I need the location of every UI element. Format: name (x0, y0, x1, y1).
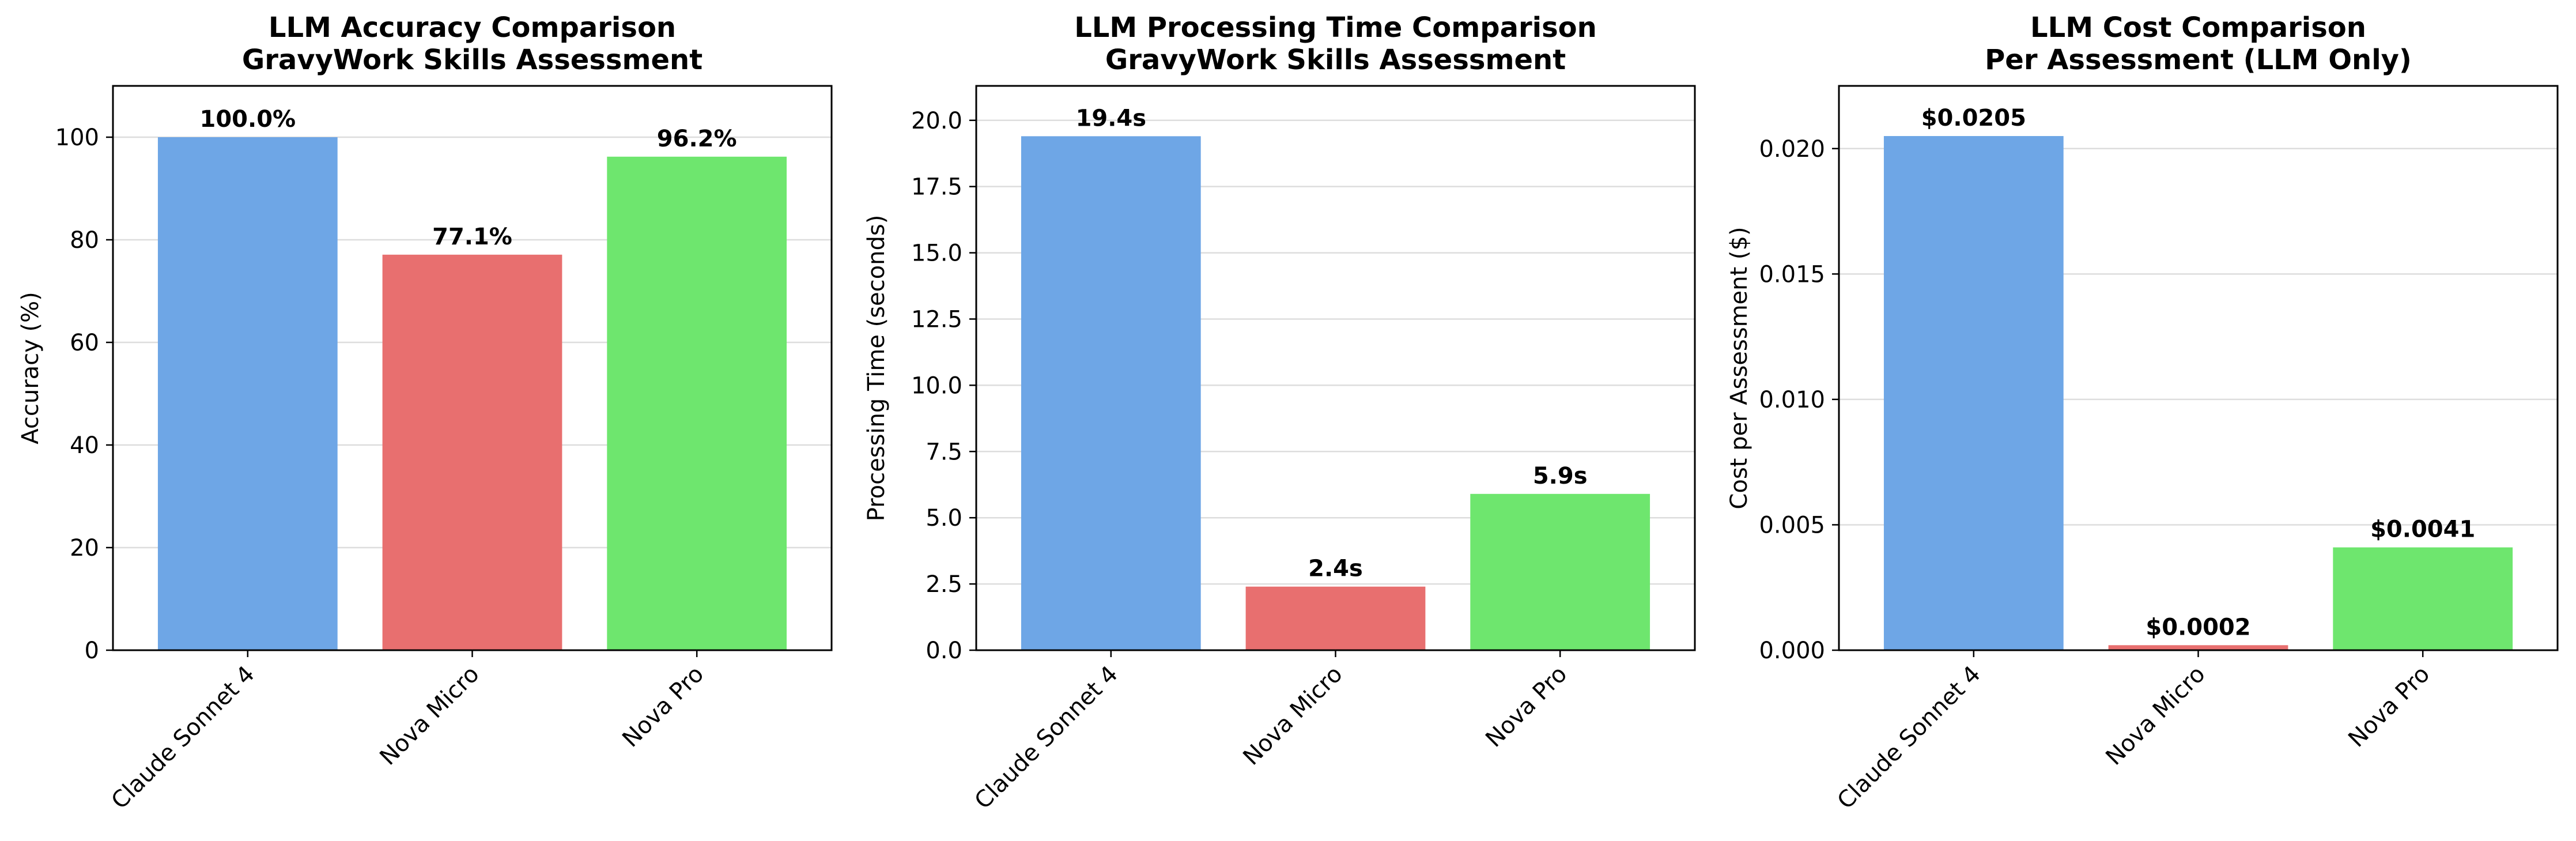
y-tick-label: 12.5 (911, 306, 962, 333)
y-tick-label: 0.010 (1759, 387, 1825, 413)
chart-title: GravyWork Skills Assessment (1105, 44, 1566, 76)
bar-1 (157, 137, 338, 650)
x-tick-label: Nova Pro (617, 661, 709, 753)
bar-2 (1245, 586, 1426, 650)
y-tick-label: 7.5 (926, 439, 962, 465)
y-axis-label: Processing Time (seconds) (863, 215, 890, 522)
data-label: 5.9s (1533, 463, 1588, 489)
data-label: $0.0041 (2370, 516, 2475, 543)
y-tick-label: 100 (55, 125, 99, 151)
data-label: $0.0205 (1921, 105, 2026, 131)
plot-frame (975, 85, 1696, 651)
x-tick-label: Nova Micro (1238, 661, 1347, 771)
y-tick-label: 0.000 (1759, 638, 1825, 664)
chart-title: LLM Processing Time Comparison (1074, 12, 1597, 44)
x-tick-label: Nova Pro (1480, 661, 1572, 753)
y-tick-label: 2.5 (926, 571, 962, 598)
x-tick-label: Claude Sonnet 4 (1833, 661, 1986, 814)
y-tick-label: 10.0 (911, 372, 962, 399)
data-label: 2.4s (1308, 556, 1363, 582)
data-label: 100.0% (200, 106, 296, 133)
plot-frame (1838, 85, 2559, 651)
bar-1 (1021, 136, 1201, 651)
data-label: 96.2% (657, 126, 737, 152)
chart-title: LLM Cost Comparison (2030, 12, 2366, 44)
data-label: $0.0002 (2146, 614, 2250, 640)
x-tick-label: Claude Sonnet 4 (107, 661, 260, 814)
y-tick-label: 60 (70, 330, 99, 356)
data-label: 77.1% (432, 224, 512, 250)
y-tick-label: 0.015 (1759, 261, 1825, 288)
y-tick-label: 0 (85, 638, 99, 664)
chart-panel-2: 19.4s Claude Sonnet 4 2.4s Nova Micro 5.9s No… (863, 12, 1696, 814)
y-axis-label: Cost per Assessment ($) (1726, 227, 1752, 509)
chart-title: LLM Accuracy Comparison (269, 12, 676, 44)
x-tick-label: Nova Micro (375, 661, 484, 771)
y-tick-label: 0.020 (1759, 136, 1825, 163)
chart-title: GravyWork Skills Assessment (242, 44, 702, 76)
y-tick-label: 5.0 (926, 505, 962, 531)
chart-title: Per Assessment (LLM Only) (1985, 44, 2412, 76)
y-tick-label: 15.0 (911, 240, 962, 267)
chart-panel-1: 100.0% Claude Sonnet 4 77.1% Nova Micro 96.2… (17, 12, 833, 814)
y-tick-label: 40 (70, 432, 99, 459)
bar-3 (2333, 547, 2513, 650)
bar-2 (382, 254, 562, 650)
y-tick-label: 20.0 (911, 108, 962, 134)
plot-frame (112, 85, 833, 651)
bar-3 (607, 156, 787, 650)
data-label: 19.4s (1076, 105, 1147, 131)
y-tick-label: 80 (70, 227, 99, 254)
y-tick-label: 0.0 (926, 638, 962, 664)
y-tick-label: 17.5 (911, 174, 962, 201)
y-tick-label: 20 (70, 535, 99, 561)
x-tick-label: Nova Pro (2343, 661, 2435, 753)
bar-1 (1883, 136, 2064, 650)
x-tick-label: Claude Sonnet 4 (970, 661, 1123, 814)
y-tick-label: 0.005 (1759, 512, 1825, 538)
x-tick-label: Nova Micro (2101, 661, 2210, 771)
chart-panel-3: $0.0205 Claude Sonnet 4 $0.0002 Nova Micro $… (1726, 12, 2559, 814)
bar-2 (2108, 645, 2288, 650)
bar-3 (1470, 493, 1650, 650)
y-axis-label: Accuracy (%) (17, 292, 44, 444)
